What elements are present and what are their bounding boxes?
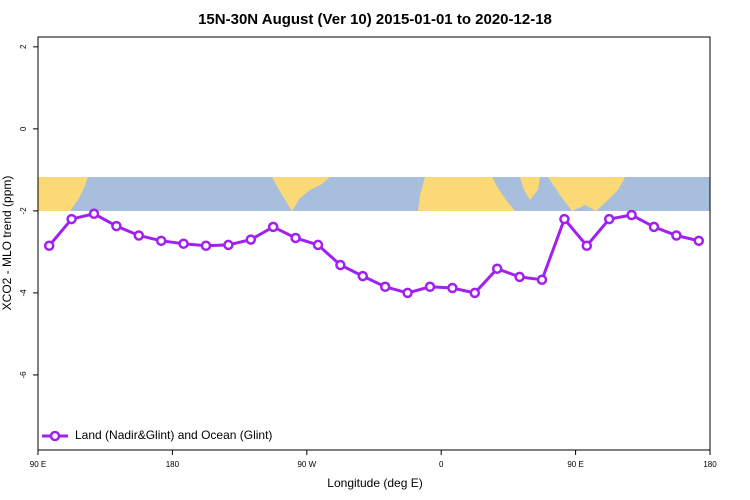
legend-label: Land (Nadir&Glint) and Ocean (Glint) xyxy=(75,428,272,442)
point xyxy=(693,235,705,247)
legend-marker xyxy=(49,430,61,442)
x-tick-label: 180 xyxy=(166,460,180,469)
y-tick-label: 0 xyxy=(19,126,28,131)
point xyxy=(88,208,100,220)
map-strip xyxy=(38,177,710,211)
point xyxy=(43,240,55,252)
x-tick-label: 90 W xyxy=(297,460,316,469)
y-tick-label: -2 xyxy=(19,207,28,215)
series-line xyxy=(48,212,700,295)
point xyxy=(469,287,481,299)
land xyxy=(418,177,515,211)
point xyxy=(536,274,548,286)
land xyxy=(38,177,88,211)
x-tick-label: 0 xyxy=(439,460,444,469)
point xyxy=(133,230,145,241)
point xyxy=(312,239,324,251)
point xyxy=(648,221,660,233)
point xyxy=(514,271,525,283)
x-tick-label: 90 E xyxy=(567,460,583,469)
point xyxy=(626,209,637,221)
point xyxy=(66,213,77,225)
chart-title: 15N-30N August (Ver 10) 2015-01-01 to 20… xyxy=(198,11,552,28)
point xyxy=(290,232,301,244)
land xyxy=(272,177,330,211)
point xyxy=(402,287,413,299)
point xyxy=(111,220,122,232)
y-axis-label: XCO2 - MLO trend (ppm) xyxy=(0,176,14,311)
y-tick-label: 2 xyxy=(19,44,28,49)
x-axis-label: Longitude (deg E) xyxy=(327,476,422,490)
point xyxy=(559,213,570,225)
plot-frame xyxy=(37,36,711,451)
point xyxy=(155,235,167,247)
land xyxy=(548,177,625,211)
point xyxy=(491,263,503,274)
point xyxy=(245,234,257,245)
point xyxy=(447,282,458,294)
x-tick-label: 90 E xyxy=(30,460,46,469)
point xyxy=(357,270,369,282)
y-tick-label: -6 xyxy=(19,371,28,379)
x-tick-label: 180 xyxy=(703,460,717,469)
point xyxy=(424,281,436,293)
point xyxy=(671,230,682,241)
point xyxy=(603,213,615,225)
point xyxy=(581,240,593,252)
land xyxy=(520,177,540,200)
point xyxy=(267,221,279,233)
y-tick-label: -4 xyxy=(19,289,28,297)
point xyxy=(379,281,391,293)
point xyxy=(200,240,212,252)
point xyxy=(178,238,189,249)
point xyxy=(335,259,346,271)
point xyxy=(223,239,234,251)
